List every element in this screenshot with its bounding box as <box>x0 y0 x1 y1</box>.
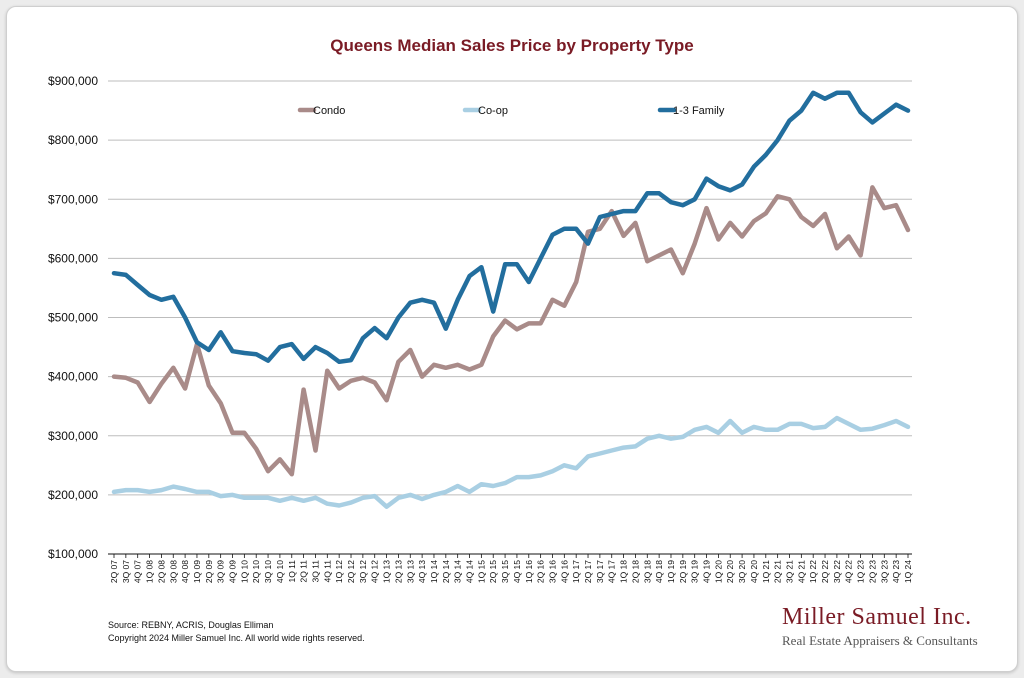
source-note: Source: REBNY, ACRIS, Douglas Elliman <box>108 620 274 630</box>
x-tick-label: 3Q 12 <box>358 560 368 583</box>
series-lines <box>111 90 911 509</box>
series-line-co-op <box>111 415 911 509</box>
x-tick-label: 3Q 15 <box>500 560 510 583</box>
x-tick-label: 3Q 22 <box>832 560 842 583</box>
x-tick-label: 4Q 22 <box>844 560 854 583</box>
x-tick-label: 1Q 24 <box>903 560 913 583</box>
legend-label: 1-3 Family <box>673 105 725 117</box>
x-tick-label: 1Q 13 <box>382 560 392 583</box>
x-tick-label: 4Q 17 <box>607 560 617 583</box>
x-tick-label: 1Q 08 <box>145 560 155 583</box>
logo-name: Miller Samuel Inc. <box>782 604 972 630</box>
x-tick-label: 3Q 23 <box>879 560 889 583</box>
y-tick-label: $700,000 <box>48 192 98 206</box>
legend-label: Co-op <box>478 105 508 117</box>
logo-tagline: Real Estate Appraisers & Consultants <box>782 633 978 648</box>
x-tick-label: 2Q 15 <box>488 560 498 583</box>
x-tick-label: 4Q 10 <box>275 560 285 583</box>
x-tick-label: 4Q 23 <box>891 560 901 583</box>
x-tick-label: 2Q 16 <box>536 560 546 583</box>
x-tick-label: 3Q 13 <box>405 560 415 583</box>
x-tick-label: 3Q 21 <box>784 560 794 583</box>
chart-frame <box>6 6 1018 672</box>
x-tick-label: 1Q 19 <box>666 560 676 583</box>
x-tick-label: 2Q 21 <box>773 560 783 583</box>
y-tick-label: $300,000 <box>48 429 98 443</box>
x-tick-label: 2Q 09 <box>204 560 214 583</box>
company-logo: Miller Samuel Inc. Real Estate Appraiser… <box>782 604 1002 649</box>
x-tick-label: 2Q 19 <box>678 560 688 583</box>
x-tick-label: 4Q 18 <box>654 560 664 583</box>
x-tick-label: 4Q 13 <box>417 560 427 583</box>
y-tick-label: $400,000 <box>48 370 98 384</box>
x-tick-label: 2Q 08 <box>156 560 166 583</box>
x-tick-label: 1Q 21 <box>761 560 771 583</box>
y-axis: $100,000 $200,000 $300,000 $400,000 $500,000… <box>48 74 98 561</box>
x-tick-label: 2Q 13 <box>393 560 403 583</box>
x-tick-label: 4Q 12 <box>370 560 380 583</box>
x-tick-label: 1Q 11 <box>287 560 297 583</box>
x-tick-label: 2Q 23 <box>867 560 877 583</box>
x-tick-label: 1Q 15 <box>476 560 486 583</box>
x-tick-label: 2Q 11 <box>299 560 309 583</box>
chart-title: Queens Median Sales Price by Property Ty… <box>330 36 694 55</box>
y-tick-label: $500,000 <box>48 311 98 325</box>
x-tick-label: 1Q 10 <box>239 560 249 583</box>
x-tick-label: 3Q 09 <box>216 560 226 583</box>
x-axis: 2Q 07 3Q 07 4Q 07 1Q 08 2Q 08 3Q 08 4Q 08 1Q 09… <box>109 554 913 583</box>
x-tick-label: 2Q 18 <box>630 560 640 583</box>
x-tick-label: 2Q 12 <box>346 560 356 583</box>
x-tick-label: 1Q 23 <box>856 560 866 583</box>
y-tick-label: $100,000 <box>48 547 98 561</box>
x-tick-label: 4Q 19 <box>702 560 712 583</box>
x-tick-label: 3Q 14 <box>453 560 463 583</box>
x-tick-label: 4Q 07 <box>133 560 143 583</box>
y-tick-label: $200,000 <box>48 488 98 502</box>
y-tick-label: $800,000 <box>48 133 98 147</box>
x-tick-label: 1Q 16 <box>524 560 534 583</box>
copyright-note: Copyright 2024 Miller Samuel Inc. All wo… <box>108 633 365 643</box>
x-tick-label: 3Q 08 <box>168 560 178 583</box>
x-tick-label: 1Q 17 <box>571 560 581 583</box>
x-tick-label: 3Q 16 <box>547 560 557 583</box>
x-tick-label: 4Q 14 <box>465 560 475 583</box>
x-tick-label: 3Q 11 <box>310 560 320 583</box>
x-tick-label: 4Q 09 <box>228 560 238 583</box>
x-tick-label: 1Q 20 <box>713 560 723 583</box>
x-tick-label: 4Q 11 <box>322 560 332 583</box>
x-tick-label: 2Q 07 <box>109 560 119 583</box>
series-line-1-3-family <box>111 90 911 365</box>
x-tick-label: 4Q 08 <box>180 560 190 583</box>
x-tick-label: 1Q 22 <box>808 560 818 583</box>
x-tick-label: 4Q 15 <box>512 560 522 583</box>
x-tick-label: 2Q 22 <box>820 560 830 583</box>
x-tick-label: 2Q 10 <box>251 560 261 583</box>
y-tick-label: $600,000 <box>48 251 98 265</box>
x-tick-label: 3Q 17 <box>595 560 605 583</box>
x-tick-label: 1Q 14 <box>429 560 439 583</box>
x-tick-label: 4Q 16 <box>559 560 569 583</box>
x-tick-label: 3Q 19 <box>690 560 700 583</box>
x-tick-label: 4Q 21 <box>796 560 806 583</box>
y-tick-label: $900,000 <box>48 74 98 88</box>
series-line-condo <box>111 185 911 477</box>
x-tick-label: 1Q 09 <box>192 560 202 583</box>
legend: Condo Co-op 1-3 Family <box>297 105 725 117</box>
x-tick-label: 3Q 07 <box>121 560 131 583</box>
x-tick-label: 2Q 14 <box>441 560 451 583</box>
legend-label: Condo <box>313 105 345 117</box>
x-tick-label: 2Q 17 <box>583 560 593 583</box>
x-tick-label: 1Q 18 <box>619 560 629 583</box>
x-tick-label: 4Q 20 <box>749 560 759 583</box>
x-tick-label: 3Q 20 <box>737 560 747 583</box>
x-tick-label: 3Q 10 <box>263 560 273 583</box>
x-tick-label: 2Q 20 <box>725 560 735 583</box>
x-tick-label: 3Q 18 <box>642 560 652 583</box>
x-tick-label: 1Q 12 <box>334 560 344 583</box>
